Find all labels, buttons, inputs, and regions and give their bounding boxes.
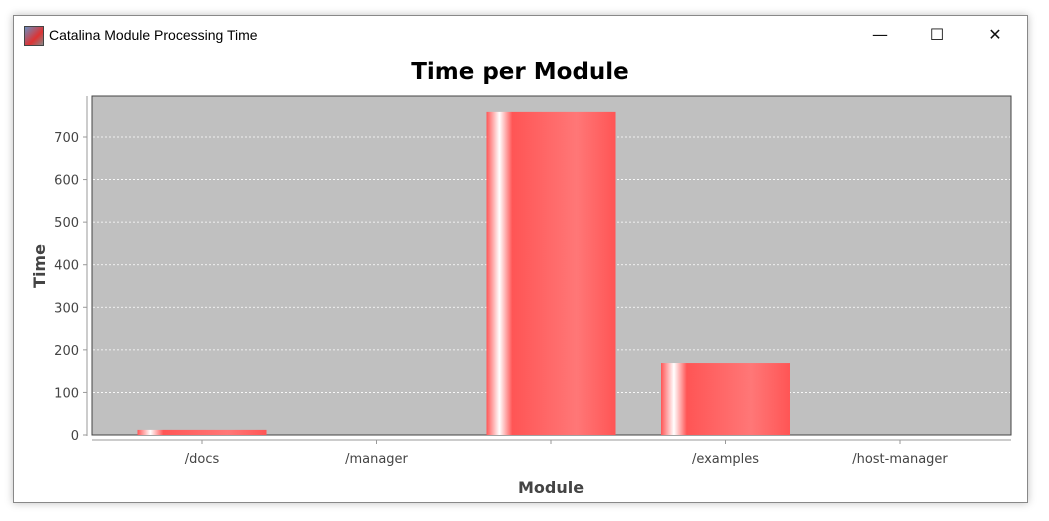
java-app-icon	[24, 26, 44, 46]
x-tick-label: /manager	[345, 452, 408, 467]
y-tick-label: 0	[71, 429, 79, 444]
y-tick-label: 300	[54, 301, 79, 316]
bar	[661, 363, 790, 435]
y-tick-label: 200	[54, 344, 79, 359]
chart-title: Time per Module	[411, 59, 629, 85]
maximize-button[interactable]: ☐	[929, 25, 945, 44]
title-bar: Catalina Module Processing Time — ☐ ✕	[14, 16, 1027, 54]
bar	[137, 429, 267, 435]
x-tick-label: /docs	[185, 452, 220, 467]
y-axis-label: Time	[30, 244, 49, 288]
x-tick-label: /host-manager	[852, 452, 948, 467]
minimize-button[interactable]: —	[872, 25, 888, 44]
y-tick-label: 400	[54, 259, 79, 274]
y-tick-label: 700	[54, 131, 79, 146]
x-tick-label: /examples	[692, 452, 759, 467]
close-button[interactable]: ✕	[988, 25, 1002, 44]
y-tick-label: 600	[54, 174, 79, 189]
x-axis-label: Module	[518, 478, 584, 497]
y-tick-label: 100	[54, 386, 79, 401]
bar	[486, 111, 616, 435]
window-title: Catalina Module Processing Time	[49, 27, 258, 43]
y-tick-label: 500	[54, 216, 79, 231]
